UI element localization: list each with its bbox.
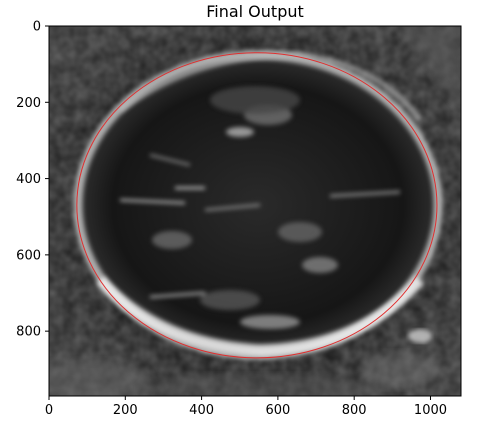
x-axis: 0 200 400 600 800 1000 <box>45 396 447 418</box>
x-tick-label: 800 <box>342 403 367 418</box>
figure-title: Final Output <box>206 2 304 21</box>
y-tick-label: 200 <box>16 96 41 111</box>
y-tick-label: 600 <box>16 248 41 263</box>
x-tick-label: 200 <box>113 403 138 418</box>
axes-frame <box>48 25 462 397</box>
fetal-skull <box>73 50 443 360</box>
y-tick-label: 800 <box>16 325 41 340</box>
y-axis: 0 200 400 600 800 <box>16 20 49 340</box>
y-tick-label: 0 <box>33 20 41 35</box>
x-tick-label: 1000 <box>414 403 447 418</box>
y-tick-label: 400 <box>16 172 41 187</box>
x-tick-label: 600 <box>265 403 290 418</box>
x-tick-label: 400 <box>189 403 214 418</box>
ultrasound-image <box>49 26 461 396</box>
fitted-ellipse <box>76 52 438 359</box>
x-tick-label: 0 <box>45 403 53 418</box>
